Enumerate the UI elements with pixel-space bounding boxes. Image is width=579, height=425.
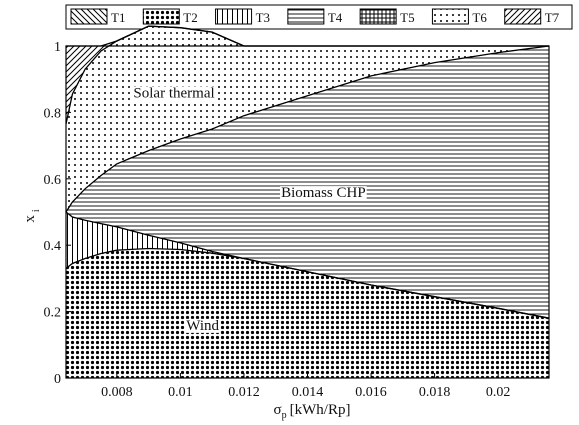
annotation: Wind <box>185 318 221 334</box>
legend-swatch <box>142 8 180 25</box>
area-t2 <box>66 248 549 378</box>
x-tick-label: 0.01 <box>168 385 193 400</box>
x-tick-label: 0.018 <box>419 385 451 400</box>
y-tick-label: 0.2 <box>44 306 62 321</box>
legend-label: T2 <box>183 10 197 25</box>
y-tick-label: 0 <box>54 372 61 387</box>
legend-item-t6: T6 <box>431 8 487 25</box>
annotations: Solar thermal Biomass CHP Wind <box>132 85 367 334</box>
legend-item-t5: T5 <box>359 8 415 25</box>
x-tick-label: 0.014 <box>292 385 324 400</box>
x-tick-label: 0.02 <box>486 385 511 400</box>
y-tick-label: 0.8 <box>44 106 62 121</box>
x-axis-label: σp [kWh/Rp] <box>274 402 351 421</box>
legend-label: T1 <box>111 10 125 25</box>
legend-label: T7 <box>545 10 560 25</box>
y-tick-label: 0.6 <box>44 173 62 188</box>
y-tick-label: 0.4 <box>44 239 62 254</box>
legend-swatch <box>70 8 108 25</box>
legend-label: T5 <box>400 10 414 25</box>
annotation-background <box>185 318 221 333</box>
x-tick-label: 0.016 <box>355 385 387 400</box>
legend-label: T4 <box>328 10 343 25</box>
annotation: Solar thermal <box>132 85 216 101</box>
legend-swatch <box>431 8 469 25</box>
legend-item-t2: T2 <box>142 8 198 25</box>
y-axis-ticks: 0 0.2 0.4 0.6 0.8 1 <box>44 40 71 387</box>
x-tick-label: 0.008 <box>101 385 133 400</box>
annotation-label: Wind <box>186 318 219 334</box>
boundary-t3 <box>65 211 550 319</box>
legend-item-t3: T3 <box>215 8 270 25</box>
annotation-background <box>280 186 367 201</box>
legend-label: T6 <box>472 10 487 25</box>
legend-label: T3 <box>256 10 270 25</box>
legend-swatch <box>359 8 397 25</box>
legend: T1 T2 T3 T4 T5 T6 T7 <box>65 4 573 30</box>
boundary-t4 <box>65 45 550 213</box>
area-t6 <box>66 26 549 212</box>
legend-item-t7: T7 <box>504 8 560 25</box>
legend-swatch <box>287 8 325 25</box>
area-t4 <box>66 46 549 319</box>
x-tick-label: 0.012 <box>228 385 260 400</box>
legend-swatch <box>504 8 542 25</box>
legend-item-t4: T4 <box>287 8 343 25</box>
legend-swatch <box>215 8 253 25</box>
x-axis-ticks: 0.008 0.01 0.012 0.014 0.016 0.018 0.02 <box>101 373 510 400</box>
legend-item-t1: T1 <box>70 8 125 25</box>
areas-layer <box>66 26 549 378</box>
annotation-label: Solar thermal <box>133 85 214 101</box>
y-tick-label: 1 <box>54 40 61 55</box>
annotation-background <box>132 86 216 101</box>
annotation-label: Biomass CHP <box>281 185 366 201</box>
y-axis-label: xi <box>22 209 42 223</box>
annotation: Biomass CHP <box>280 185 367 201</box>
